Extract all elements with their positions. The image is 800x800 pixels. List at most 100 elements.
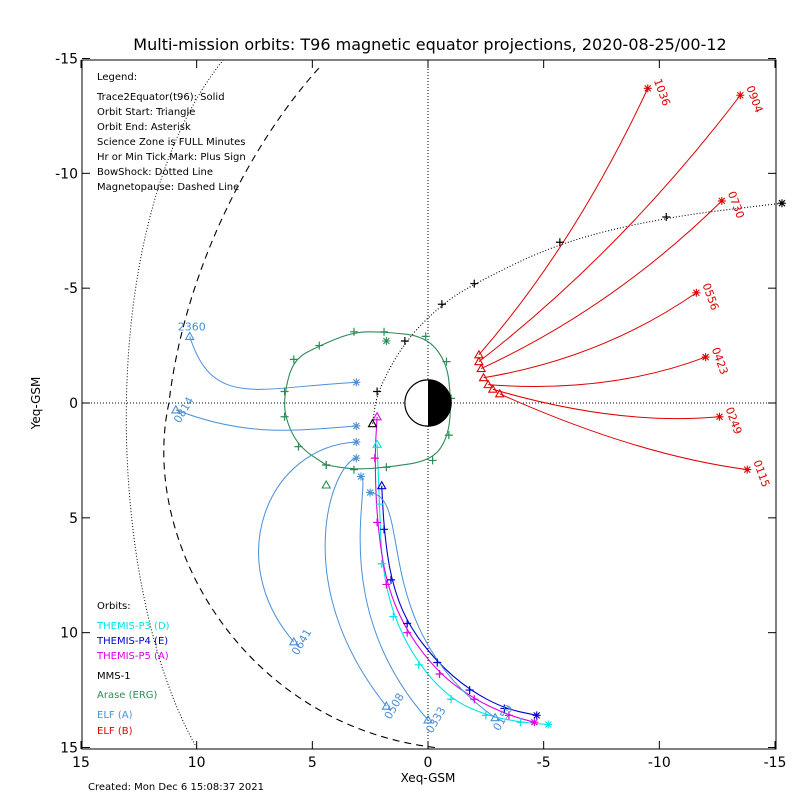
elf-a-end-asterisk — [356, 472, 365, 481]
elf-a-start-triangle — [170, 404, 181, 414]
orbit-end-asterisk — [530, 718, 539, 727]
orbit-tick-plus — [516, 718, 525, 727]
y-tick-label: 0 — [69, 396, 78, 412]
orbit-end-asterisk — [382, 336, 391, 345]
orbit-tick-plus — [555, 238, 564, 247]
elf-b-start-triangle — [483, 379, 494, 389]
elf-b-track — [488, 356, 706, 387]
orbit-tick-plus — [280, 387, 289, 396]
elf-b-track — [492, 388, 720, 420]
orbit-tick-plus — [414, 660, 423, 669]
elf-b-end-asterisk — [701, 353, 710, 362]
y-tick-label: 15 — [60, 741, 78, 757]
orbit-tick-plus — [470, 279, 479, 288]
legend-title: Legend: — [97, 72, 137, 83]
elf-a-end-asterisk — [366, 488, 375, 497]
elf-b-track — [478, 94, 741, 363]
orbit-tick-plus — [421, 332, 430, 341]
orbit-name-themis-p5: THEMIS-P5 (A) — [96, 651, 169, 662]
orbit-tick-plus — [447, 695, 456, 704]
elf-b-track-label: 0556 — [700, 281, 722, 312]
axis-ticks: 15 10 5 0 -5 -10 -15 -15 -10 -5 0 5 10 15 — [55, 52, 786, 772]
elf-a-track — [370, 492, 496, 719]
orbit-tick-plus — [500, 704, 509, 713]
orbit-tick-plus — [662, 212, 671, 221]
orbit-tick-plus — [403, 619, 412, 628]
elf-a-start-triangle — [423, 714, 433, 724]
plot-border — [81, 59, 777, 750]
elf-a-start-triangle — [490, 712, 501, 722]
orbit-tick-plus — [380, 327, 389, 336]
legend-entry: Magnetopause: Dashed Line — [97, 182, 239, 193]
plot-frame — [81, 59, 777, 750]
elf-b-track — [483, 292, 697, 379]
legend-entry: BowShock: Dotted Line — [97, 167, 213, 178]
elf-a-track — [258, 441, 357, 643]
orbit-tick-plus — [481, 711, 490, 720]
orbit-tick-plus — [428, 456, 437, 465]
orbits-title: Orbits: — [97, 601, 131, 612]
legend-entry: Science Zone is FULL Minutes — [97, 137, 246, 148]
created-timestamp: Created: Mon Dec 6 15:08:37 2021 — [88, 782, 264, 793]
legend-entry: Orbit Start: Triangle — [97, 107, 195, 118]
orbit-start-triangle — [321, 479, 332, 489]
elf-a-track-label: 0508 — [382, 691, 407, 722]
elf-a-start-triangle — [184, 331, 195, 340]
elf-b-end-asterisk — [736, 91, 745, 100]
x-tick-label: -15 — [764, 755, 787, 771]
orbit-end-asterisk — [777, 199, 786, 208]
elf-b-end-asterisk — [717, 196, 726, 205]
elf-a-start-triangle — [381, 701, 392, 710]
orbit-tick-plus — [280, 412, 289, 421]
orbit-start-triangle — [376, 480, 387, 490]
guide-lines — [82, 60, 776, 749]
x-tick-label: -10 — [648, 755, 671, 771]
orbit-name-themis-p3: THEMIS-P3 (D) — [96, 621, 170, 632]
elf-b-end-asterisk — [715, 412, 724, 421]
orbit-markers: 2360 0814 0641 0508 0333 0159 1036 0904 0730 0556… — [170, 77, 786, 736]
orbit-line-1 — [381, 485, 537, 716]
orbit-line-4 — [284, 331, 451, 470]
y-tick-label: -10 — [55, 166, 78, 182]
elf-b-end-asterisk — [743, 465, 752, 474]
orbit-name-themis-p4: THEMIS-P4 (E) — [96, 636, 168, 647]
orbit-tick-plus — [349, 327, 358, 336]
orbit-tick-plus — [444, 431, 453, 440]
elf-a-track-label: 0641 — [289, 627, 314, 658]
earth-nightside — [428, 379, 452, 427]
elf-b-start-triangle — [476, 363, 487, 373]
orbit-start-triangle — [372, 439, 383, 448]
elf-b-track-label: 1036 — [651, 77, 673, 108]
x-tick-label: 5 — [308, 755, 317, 771]
elf-b-start-triangle — [494, 388, 505, 398]
orbit-tick-plus — [315, 341, 324, 350]
orbit-end-asterisk — [532, 711, 541, 720]
elf-a-track — [359, 476, 429, 721]
legend-entry: Orbit End: Asterisk — [97, 122, 191, 133]
x-tick-label: 15 — [72, 755, 90, 771]
elf-a-end-asterisk — [352, 378, 361, 387]
orbit-tick-plus — [386, 575, 395, 584]
x-tick-label: 0 — [424, 755, 433, 771]
orbit-name-elf-a: ELF (A) — [97, 710, 133, 721]
orbit-tick-plus — [294, 442, 303, 451]
orbit-tracks — [175, 88, 782, 726]
orbit-tick-plus — [349, 465, 358, 474]
orbit-tick-plus — [322, 461, 331, 470]
orbit-tick-plus — [373, 387, 382, 396]
elf-a-end-asterisk — [352, 421, 361, 430]
orbit-tick-plus — [465, 686, 474, 695]
y-tick-label: 5 — [69, 511, 78, 527]
legend-entry: Trace2Equator(t96): Solid — [96, 92, 225, 103]
orbit-tick-plus — [403, 628, 412, 637]
y-tick-label: 10 — [60, 626, 78, 642]
elf-a-track-label: 0814 — [171, 395, 196, 426]
x-tick-label: 10 — [188, 755, 206, 771]
elf-a-track-label: 0333 — [423, 705, 448, 736]
elf-b-track-label: 0904 — [743, 84, 765, 115]
elf-b-start-triangle — [487, 384, 498, 393]
orbit-tick-plus — [375, 500, 384, 509]
orbit-tick-plus — [435, 670, 444, 679]
orbit-tick-plus — [433, 658, 442, 667]
